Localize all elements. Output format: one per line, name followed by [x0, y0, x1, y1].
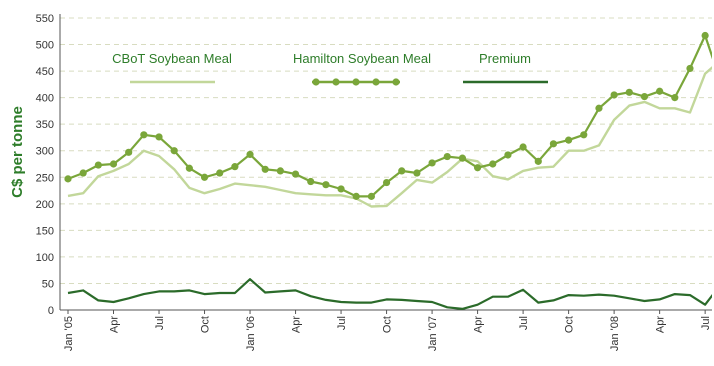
data-point-hamilton-soybean-meal — [231, 163, 239, 171]
x-tick-label: Jan '07 — [427, 316, 439, 351]
y-tick-label: 500 — [36, 40, 54, 52]
data-point-hamilton-soybean-meal — [413, 169, 421, 177]
series-line-cbot-soybean-meal — [67, 66, 712, 208]
data-point-hamilton-soybean-meal — [519, 143, 527, 151]
legend-swatch-marker — [352, 78, 360, 86]
x-tick-label: Jan '06 — [245, 316, 257, 351]
data-point-hamilton-soybean-meal — [489, 160, 497, 168]
data-point-hamilton-soybean-meal — [352, 192, 360, 200]
data-point-hamilton-soybean-meal — [64, 175, 72, 183]
x-tick-label: Oct — [382, 316, 394, 333]
y-tick-label: 350 — [36, 119, 54, 131]
y-tick-label: 100 — [36, 252, 54, 264]
data-point-hamilton-soybean-meal — [686, 64, 694, 73]
data-point-hamilton-soybean-meal — [534, 157, 542, 165]
x-tick-label: Jul — [700, 316, 712, 330]
x-tick-label: Jul — [518, 316, 530, 330]
legend-label: Hamilton Soybean Meal — [293, 51, 431, 66]
data-point-hamilton-soybean-meal — [640, 92, 649, 101]
data-point-hamilton-soybean-meal — [595, 104, 603, 112]
legend-swatch-marker — [372, 78, 380, 86]
data-point-hamilton-soybean-meal — [261, 165, 269, 173]
y-tick-label: 200 — [36, 199, 54, 211]
data-point-hamilton-soybean-meal — [443, 152, 451, 161]
data-point-hamilton-soybean-meal — [458, 154, 467, 162]
data-point-hamilton-soybean-meal — [701, 31, 709, 40]
y-tick-label: 450 — [36, 66, 54, 78]
legend-swatch-marker — [332, 78, 340, 86]
legend-label: CBoT Soybean Meal — [112, 51, 232, 66]
data-point-hamilton-soybean-meal — [94, 161, 102, 169]
series-line-premium — [67, 278, 712, 310]
data-point-hamilton-soybean-meal — [625, 88, 633, 96]
data-point-hamilton-soybean-meal — [79, 169, 87, 177]
y-tick-label: 0 — [48, 305, 54, 317]
y-tick-label: 50 — [42, 278, 54, 290]
data-point-hamilton-soybean-meal — [580, 131, 588, 139]
data-point-hamilton-soybean-meal — [307, 177, 315, 186]
data-point-hamilton-soybean-meal — [140, 131, 148, 139]
data-point-hamilton-soybean-meal — [155, 133, 163, 141]
data-point-hamilton-soybean-meal — [565, 136, 573, 144]
series-lines — [64, 31, 712, 310]
data-point-hamilton-soybean-meal — [504, 151, 512, 159]
x-tick-label: Jan '08 — [609, 316, 621, 351]
y-tick-label: 400 — [36, 93, 54, 105]
data-point-hamilton-soybean-meal — [398, 167, 406, 175]
x-tick-label: Oct — [200, 316, 212, 333]
x-tick-label: Apr — [109, 316, 121, 333]
y-tick-label: 550 — [36, 13, 54, 25]
axes: 0 50 100 150 200 250 300 350 400 450 500 550 Jan '05… — [36, 13, 712, 351]
y-tick-label: 300 — [36, 146, 54, 158]
data-point-hamilton-soybean-meal — [170, 147, 178, 155]
y-axis-label: C$ per tonne — [9, 106, 26, 198]
data-point-hamilton-soybean-meal — [125, 148, 133, 156]
data-point-hamilton-soybean-meal — [200, 173, 209, 181]
x-tick-label: Jul — [336, 316, 348, 330]
x-tick-label: Apr — [655, 316, 667, 333]
data-point-hamilton-soybean-meal — [276, 167, 284, 175]
x-tick-label: Apr — [291, 316, 303, 333]
data-point-hamilton-soybean-meal — [216, 169, 224, 177]
legend-label: Premium — [479, 51, 531, 66]
legend-swatch-marker — [392, 78, 400, 86]
x-tick-label: Jul — [154, 316, 166, 330]
data-point-hamilton-soybean-meal — [322, 181, 330, 189]
gridlines — [60, 17, 712, 284]
data-point-hamilton-soybean-meal — [610, 91, 618, 99]
y-tick-label: 250 — [36, 172, 54, 184]
data-point-hamilton-soybean-meal — [656, 87, 664, 95]
data-point-hamilton-soybean-meal — [109, 160, 118, 168]
data-point-hamilton-soybean-meal — [549, 140, 558, 148]
legend-swatch-marker — [312, 78, 320, 86]
data-point-hamilton-soybean-meal — [185, 164, 193, 172]
x-tick-label: Jan '05 — [63, 316, 75, 351]
data-point-hamilton-soybean-meal — [671, 94, 679, 102]
data-point-hamilton-soybean-meal — [382, 178, 391, 187]
legend: CBoT Soybean Meal Hamilton Soybean Meal Pr… — [112, 51, 548, 86]
data-point-hamilton-soybean-meal — [473, 164, 482, 172]
data-point-hamilton-soybean-meal — [291, 170, 300, 178]
data-point-hamilton-soybean-meal — [337, 185, 345, 193]
data-point-hamilton-soybean-meal — [367, 192, 375, 200]
data-point-hamilton-soybean-meal — [428, 159, 436, 167]
data-point-hamilton-soybean-meal — [246, 150, 254, 159]
y-tick-label: 150 — [36, 225, 54, 237]
x-tick-label: Oct — [564, 316, 576, 333]
x-tick-label: Apr — [473, 316, 485, 333]
